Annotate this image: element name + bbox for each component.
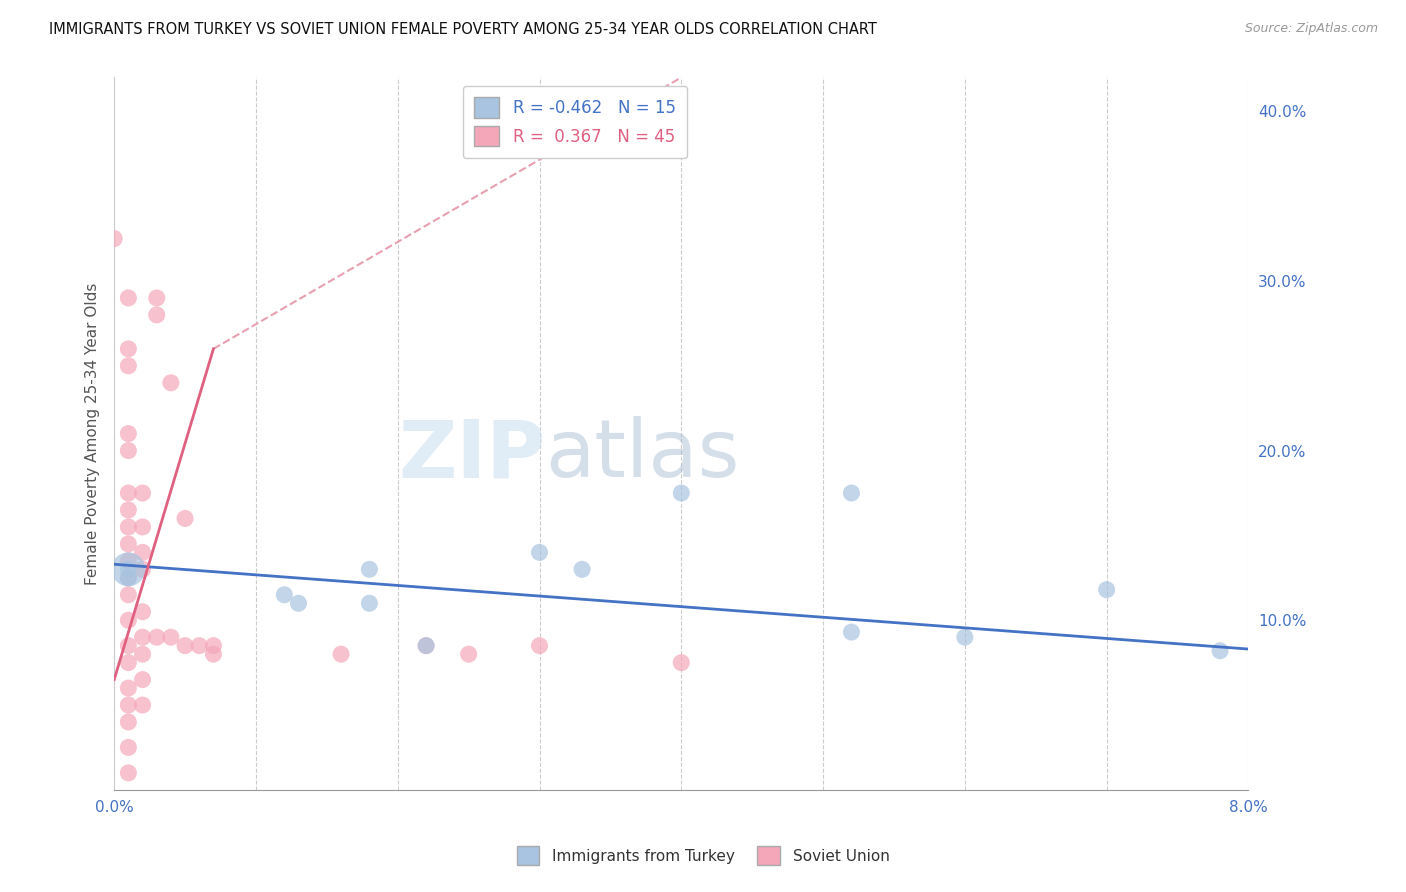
Point — [117, 562, 139, 576]
Point — [117, 571, 139, 585]
Point — [117, 698, 139, 712]
Point — [117, 613, 139, 627]
Point — [131, 486, 153, 500]
Point — [202, 639, 225, 653]
Point — [117, 681, 139, 695]
Point — [160, 630, 183, 644]
Point — [287, 596, 309, 610]
Point — [117, 554, 139, 568]
Point — [117, 426, 139, 441]
Point — [117, 588, 139, 602]
Point — [131, 630, 153, 644]
Text: ZIP: ZIP — [398, 416, 546, 494]
Point — [174, 639, 197, 653]
Point — [529, 545, 551, 559]
Point — [117, 486, 139, 500]
Point — [117, 714, 139, 729]
Point — [117, 443, 139, 458]
Point — [841, 486, 863, 500]
Point — [145, 630, 167, 644]
Point — [1095, 582, 1118, 597]
Point — [529, 639, 551, 653]
Point — [953, 630, 976, 644]
Point — [117, 342, 139, 356]
Y-axis label: Female Poverty Among 25-34 Year Olds: Female Poverty Among 25-34 Year Olds — [86, 283, 100, 585]
Point — [117, 562, 139, 576]
Point — [671, 486, 693, 500]
Point — [273, 588, 295, 602]
Point — [131, 520, 153, 534]
Point — [571, 562, 593, 576]
Text: atlas: atlas — [546, 416, 740, 494]
Point — [131, 673, 153, 687]
Text: Source: ZipAtlas.com: Source: ZipAtlas.com — [1244, 22, 1378, 36]
Point — [415, 639, 437, 653]
Point — [330, 647, 353, 661]
Point — [145, 308, 167, 322]
Point — [131, 545, 153, 559]
Point — [117, 359, 139, 373]
Point — [117, 765, 139, 780]
Point — [188, 639, 211, 653]
Point — [1209, 644, 1232, 658]
Point — [841, 625, 863, 640]
Point — [117, 520, 139, 534]
Point — [117, 291, 139, 305]
Point — [202, 647, 225, 661]
Point — [145, 291, 167, 305]
Legend: Immigrants from Turkey, Soviet Union: Immigrants from Turkey, Soviet Union — [510, 840, 896, 871]
Point — [117, 639, 139, 653]
Point — [457, 647, 479, 661]
Point — [671, 656, 693, 670]
Point — [160, 376, 183, 390]
Point — [117, 656, 139, 670]
Legend: R = -0.462   N = 15, R =  0.367   N = 45: R = -0.462 N = 15, R = 0.367 N = 45 — [463, 86, 688, 158]
Point — [359, 596, 381, 610]
Point — [131, 698, 153, 712]
Text: IMMIGRANTS FROM TURKEY VS SOVIET UNION FEMALE POVERTY AMONG 25-34 YEAR OLDS CORR: IMMIGRANTS FROM TURKEY VS SOVIET UNION F… — [49, 22, 877, 37]
Point — [131, 605, 153, 619]
Point — [415, 639, 437, 653]
Point — [117, 571, 139, 585]
Point — [131, 647, 153, 661]
Point — [117, 503, 139, 517]
Point — [117, 740, 139, 755]
Point — [131, 562, 153, 576]
Point — [174, 511, 197, 525]
Point — [103, 231, 125, 245]
Point — [117, 537, 139, 551]
Point — [359, 562, 381, 576]
